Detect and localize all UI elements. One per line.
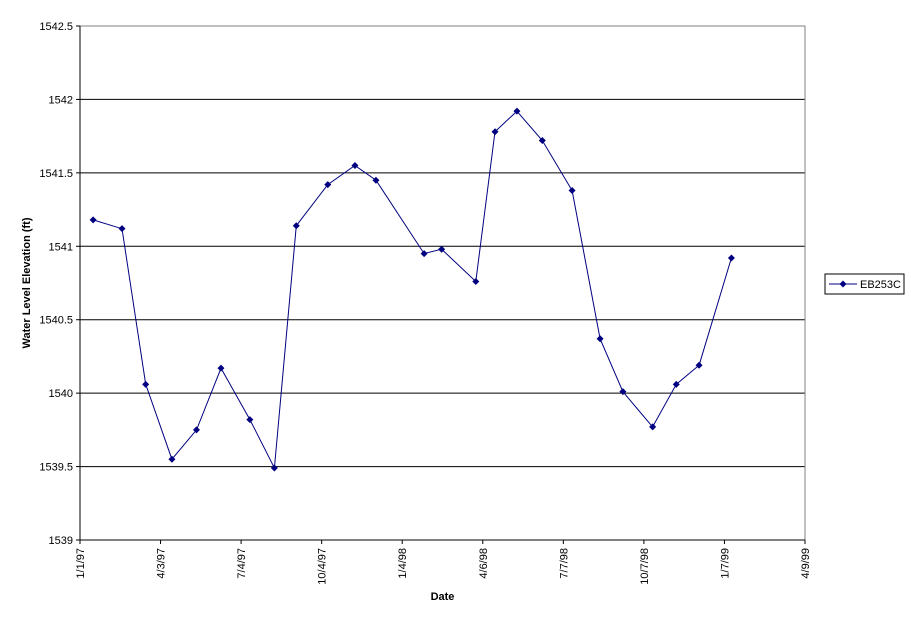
y-tick-label: 1539.5 bbox=[39, 462, 73, 474]
y-tick-label: 1540 bbox=[49, 388, 73, 400]
x-tick-label: 10/7/98 bbox=[639, 548, 651, 585]
y-tick-label: 1541 bbox=[49, 241, 73, 253]
data-point bbox=[513, 107, 521, 115]
data-point bbox=[568, 186, 576, 194]
data-point bbox=[217, 364, 225, 372]
data-point bbox=[192, 426, 200, 434]
data-point bbox=[672, 380, 680, 388]
y-tick-label: 1542 bbox=[49, 94, 73, 106]
plot-area bbox=[79, 25, 806, 541]
x-tick-label: 1/7/99 bbox=[719, 548, 731, 579]
x-axis-ticks: 1/1/97 4/3/97 7/4/97 10/4/97 1/4/98 4/6/98 7/7… bbox=[75, 539, 812, 585]
data-point bbox=[472, 278, 480, 286]
legend: EB253C bbox=[824, 273, 905, 295]
data-point bbox=[324, 181, 332, 189]
y-tick-label: 1542.5 bbox=[39, 21, 73, 33]
y-tick-label: 1541.5 bbox=[39, 168, 73, 180]
y-tick-label: 1539 bbox=[49, 535, 73, 547]
series-layer bbox=[89, 107, 735, 472]
data-point bbox=[142, 380, 150, 388]
data-point bbox=[292, 222, 300, 230]
y-tick-label: 1540.5 bbox=[39, 315, 73, 327]
x-tick-label: 1/4/98 bbox=[397, 548, 409, 579]
data-point bbox=[372, 176, 380, 184]
x-tick-label: 1/1/97 bbox=[75, 548, 87, 579]
data-point bbox=[420, 250, 428, 258]
data-point bbox=[596, 335, 604, 343]
data-point bbox=[270, 464, 278, 472]
legend-box bbox=[824, 273, 905, 295]
data-point bbox=[118, 225, 126, 233]
x-axis-title: Date bbox=[431, 591, 455, 603]
x-tick-label: 4/6/98 bbox=[478, 548, 490, 579]
data-point bbox=[695, 361, 703, 369]
x-tick-label: 4/3/97 bbox=[156, 548, 168, 579]
data-point bbox=[538, 137, 546, 145]
data-point bbox=[89, 216, 97, 224]
data-point bbox=[351, 162, 359, 170]
legend-label-eb253c: EB253C bbox=[860, 279, 901, 291]
series-line-eb253c bbox=[92, 110, 732, 470]
data-point bbox=[438, 245, 446, 253]
data-point bbox=[649, 423, 657, 431]
x-tick-label: 10/4/97 bbox=[317, 548, 329, 585]
data-point bbox=[246, 416, 254, 424]
data-point bbox=[619, 388, 627, 396]
y-axis-ticks: 1539 1539.5 1540 1540.5 1541 1541.5 1542 1542.5 bbox=[39, 21, 81, 547]
y-axis-title: Water Level Elevation (ft) bbox=[21, 217, 33, 348]
x-tick-label: 7/7/98 bbox=[558, 548, 570, 579]
data-point bbox=[727, 254, 735, 262]
x-tick-label: 4/9/99 bbox=[800, 548, 812, 579]
legend-diamond-marker bbox=[839, 280, 847, 288]
gridlines bbox=[80, 98, 805, 468]
x-tick-label: 7/4/97 bbox=[236, 548, 248, 579]
data-point bbox=[168, 455, 176, 463]
data-point bbox=[491, 128, 499, 136]
